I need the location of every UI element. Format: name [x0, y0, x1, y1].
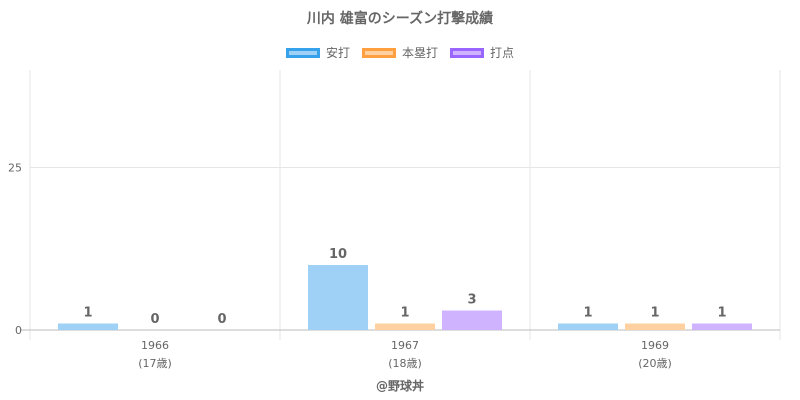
legend-item-rbi[interactable]: 打点 — [450, 44, 514, 61]
bar-1969-series-0 — [558, 323, 618, 330]
legend: 安打 本塁打 打点 — [0, 44, 800, 61]
credit-text: @野球丼 — [375, 379, 424, 393]
legend-label-rbi: 打点 — [490, 46, 515, 60]
legend-label-hits: 安打 — [325, 46, 350, 60]
bar-1967-series-2 — [442, 310, 502, 330]
bar-1966-series-0 — [58, 323, 118, 330]
bar-1967-series-0 — [308, 265, 368, 330]
x-tick-label-1969: 1969 — [641, 339, 669, 352]
x-tick-label-1966: 1966 — [141, 339, 169, 352]
data-label-1969-series-1: 1 — [650, 306, 659, 321]
data-label-1967-series-1: 1 — [400, 306, 409, 321]
legend-swatch-hits — [285, 47, 320, 58]
bar-1969-series-2 — [692, 323, 752, 330]
chart-title: 川内 雄富のシーズン打撃成績 — [306, 11, 494, 27]
x-tick-label-1967: 1967 — [391, 339, 419, 352]
x-tick-sublabel-1969: (20歳) — [638, 357, 672, 370]
legend-swatch-home-runs — [361, 47, 396, 58]
data-label-1969-series-0: 1 — [583, 306, 592, 321]
y-tick-label-0: 0 — [15, 324, 22, 337]
legend-item-home-runs[interactable]: 本塁打 — [361, 44, 438, 61]
x-tick-sublabel-1966: (17歳) — [138, 357, 172, 370]
data-label-1967-series-0: 10 — [329, 247, 347, 262]
data-label-1966-series-0: 1 — [83, 306, 92, 321]
legend-label-home-runs: 本塁打 — [401, 46, 438, 60]
data-label-1966-series-2: 0 — [217, 312, 226, 327]
x-tick-sublabel-1967: (18歳) — [388, 357, 422, 370]
data-label-1969-series-2: 1 — [717, 306, 726, 321]
y-tick-label-25: 25 — [8, 162, 22, 175]
bar-1969-series-1 — [625, 323, 685, 330]
legend-swatch-rbi — [450, 47, 484, 58]
data-label-1966-series-1: 0 — [150, 312, 159, 327]
bar-1967-series-1 — [375, 323, 435, 330]
legend-item-hits[interactable]: 安打 — [285, 44, 350, 61]
data-label-1967-series-2: 3 — [467, 293, 476, 308]
